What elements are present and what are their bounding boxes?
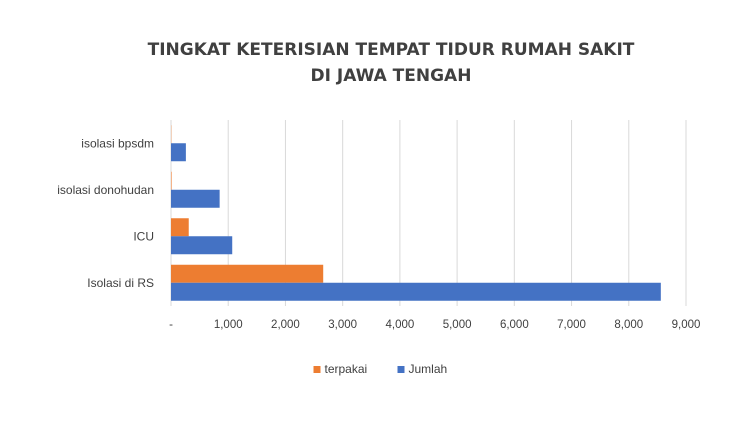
category-labels: isolasi bpsdm isolasi donohudan ICU Isolasi… — [57, 136, 154, 290]
legend-swatch — [314, 366, 321, 373]
bar-jumlah — [171, 236, 232, 254]
bar-jumlah — [171, 190, 220, 208]
legend-label: terpakai — [325, 362, 368, 376]
bars — [171, 125, 661, 301]
x-tick-label: 3,000 — [328, 319, 357, 331]
x-tick-label: 6,000 — [500, 319, 529, 331]
x-tick-labels: - 1,000 2,000 3,000 4,000 5,000 6,000 7,000 8,00… — [169, 319, 700, 331]
x-tick-label: 4,000 — [385, 319, 414, 331]
legend: terpakai Jumlah — [314, 362, 448, 376]
x-tick-label: - — [169, 319, 173, 331]
x-tick-label: 2,000 — [271, 319, 300, 331]
x-tick-label: 7,000 — [557, 319, 586, 331]
x-tick-label: 8,000 — [614, 319, 643, 331]
bar-terpakai — [171, 265, 323, 283]
legend-swatch — [398, 366, 405, 373]
legend-label: Jumlah — [409, 362, 448, 376]
category-label: ICU — [133, 229, 154, 243]
x-tick-label: 9,000 — [672, 319, 701, 331]
category-label: isolasi bpsdm — [81, 136, 154, 150]
chart-title-line-2: DI JAWA TENGAH — [311, 66, 472, 86]
category-label: isolasi donohudan — [57, 183, 154, 197]
chart-title-line-1: TINGKAT KETERISIAN TEMPAT TIDUR RUMAH SA… — [148, 40, 635, 60]
x-tick-label: 1,000 — [214, 319, 243, 331]
bar-terpakai — [171, 172, 172, 190]
category-label: Isolasi di RS — [87, 276, 154, 290]
x-tick-label: 5,000 — [443, 319, 472, 331]
bar-terpakai — [171, 218, 189, 236]
bar-jumlah — [171, 143, 186, 161]
bar-jumlah — [171, 283, 661, 301]
